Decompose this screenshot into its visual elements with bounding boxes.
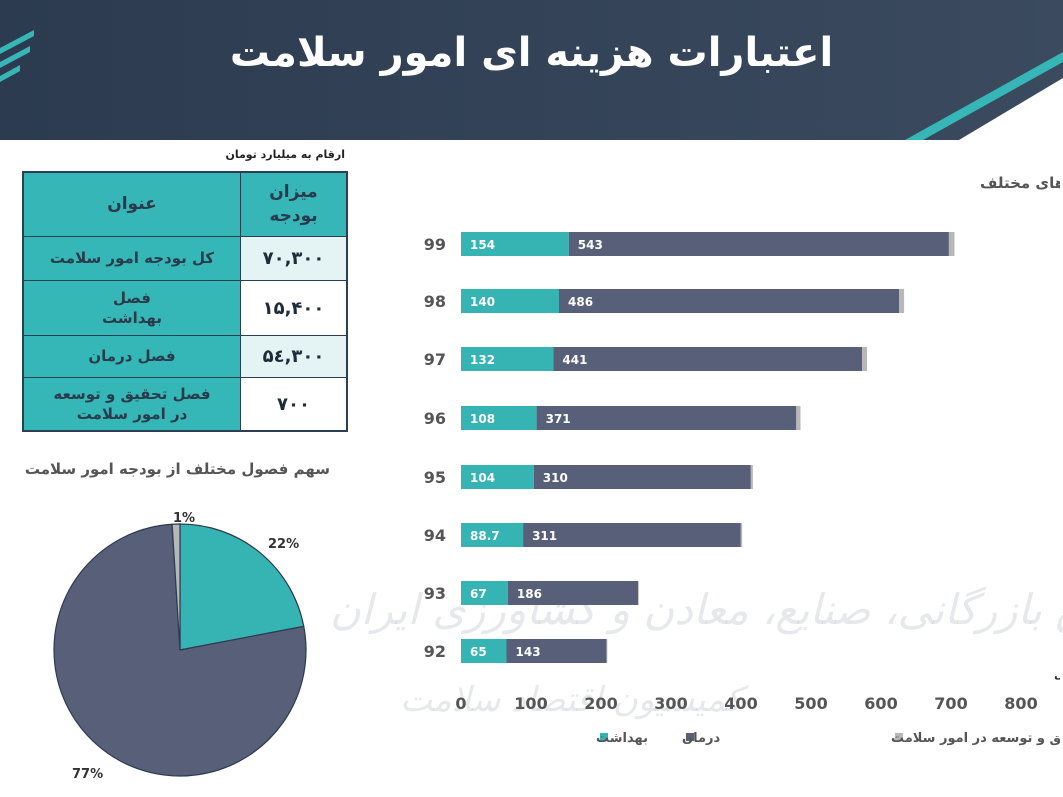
bar-data-label: 311: [532, 529, 557, 543]
table-units-note: ارقام به میلیارد تومان: [225, 148, 345, 161]
bar-data-label: 486: [568, 295, 593, 309]
x-axis-tick-label: 100: [514, 694, 547, 713]
pie-chart: 22% 77% 1%: [53, 511, 307, 782]
row-value: ۱۵,۴۰۰: [240, 281, 346, 335]
bar-segment: [523, 523, 741, 547]
row-title: کل بودجه امور سلامت: [24, 237, 240, 280]
pie-slice-label: 22%: [268, 537, 299, 552]
bar-segment: [461, 465, 534, 489]
bar-segment: [461, 347, 554, 371]
pie-slice: [171, 523, 181, 651]
bar-segment: [533, 465, 751, 489]
bar-data-label: 132: [470, 353, 495, 367]
bar-segment: [461, 232, 569, 256]
y-axis-tick-label: 97: [424, 350, 446, 369]
bar-segment: [461, 523, 524, 547]
table-row: فصل تحقیق و توسعه در امور سلامت ۷۰۰: [24, 378, 346, 430]
left-stripes-decoration: [0, 30, 34, 82]
watermark-chamber-name: اتاق بازرگانی، صنایع، معادن و کشاورزی ای…: [330, 585, 1063, 634]
bar-segment: [461, 581, 508, 605]
bar-segment: [553, 347, 863, 371]
header-banner: اعتبارات هزینه ای امور سلامت: [0, 0, 1063, 140]
bar-segment: [740, 523, 743, 547]
table-row: کل بودجه امور سلامت ۷۰,۳۰۰: [24, 237, 346, 281]
bar-segment: [606, 639, 608, 663]
bar-segment: [536, 406, 797, 430]
y-axis-tick-label: 99: [424, 235, 446, 254]
bar-data-label: 371: [546, 412, 571, 426]
bar-segment: [948, 232, 955, 256]
bar-segment: [507, 581, 639, 605]
bar-segment: [750, 465, 753, 489]
bar-data-label: 104: [470, 471, 495, 485]
row-title: فصل درمان: [24, 336, 240, 377]
x-axis-tick-label: 500: [794, 694, 827, 713]
column-header-title: عنوان: [24, 173, 240, 236]
bar-segment: [899, 289, 905, 313]
y-axis-tick-label: 95: [424, 468, 446, 487]
row-value: ۷۰,۳۰۰: [240, 237, 346, 280]
x-axis-tick-label: 800: [1004, 694, 1037, 713]
bar-data-label: 441: [562, 353, 587, 367]
x-axis-tick-label: 300: [654, 694, 687, 713]
bar-data-label: 108: [470, 412, 495, 426]
table-row: فصل بهداشت ۱۵,۴۰۰: [24, 281, 346, 336]
legend-label: تحقیق و توسعه در امور سلامت: [891, 731, 1060, 746]
pie-slice-label: 1%: [173, 511, 195, 526]
bar-segment: [568, 232, 949, 256]
y-axis-tick-label: 94: [424, 526, 446, 545]
bar-data-label: 65: [470, 645, 487, 659]
legend-swatch: [686, 733, 694, 741]
bar-segment: [461, 289, 559, 313]
stacked-bar-chart: مقایسه سهم فصول مختلف از بودجه امور سلام…: [424, 174, 1060, 746]
y-axis-tick-label: 96: [424, 409, 446, 428]
bar-segment: [559, 289, 900, 313]
y-axis-tick-label: 93: [424, 584, 446, 603]
bar-data-label: 88.7: [470, 529, 500, 543]
row-title: فصل تحقیق و توسعه در امور سلامت: [24, 378, 240, 430]
bar-data-label: 140: [470, 295, 495, 309]
pie-slice-label: 77%: [72, 767, 103, 782]
bar-data-label: 186: [517, 587, 542, 601]
watermark-commission-name: کمیسیون اقتصاد سلامت: [400, 680, 743, 720]
row-value: ۷۰۰: [240, 378, 346, 430]
legend-swatch: [895, 733, 903, 741]
pie-slice: [179, 523, 305, 651]
column-header-value: میزان بودجه: [240, 173, 346, 236]
budget-table: عنوان میزان بودجه کل بودجه امور سلامت ۷۰…: [22, 171, 348, 432]
bar-segment: [796, 406, 801, 430]
pie-chart-title: سهم فصول مختلف از بودجه امور سلامت: [24, 460, 330, 478]
bar-segment: [638, 581, 639, 605]
row-value: ۵٤,۳۰۰: [240, 336, 346, 377]
bar-segment: [506, 639, 607, 663]
legend-label: درمان: [682, 731, 721, 746]
bar-data-label: 67: [470, 587, 487, 601]
column-header-value-line1: میزان: [269, 181, 318, 202]
table-header-row: عنوان میزان بودجه: [24, 173, 346, 237]
right-corner-decoration: [905, 52, 1063, 140]
x-axis-label: ارقام به هزار میلیارد ریال: [1054, 668, 1060, 681]
bar-segment: [461, 406, 537, 430]
table-row: فصل درمان ۵٤,۳۰۰: [24, 336, 346, 378]
bar-data-label: 143: [516, 645, 541, 659]
bar-segment: [461, 639, 507, 663]
bar-chart-title: مقایسه سهم فصول مختلف از بودجه امور سلام…: [980, 174, 1060, 192]
page-title: اعتبارات هزینه ای امور سلامت: [229, 30, 834, 76]
y-axis-tick-label: 92: [424, 642, 446, 661]
bar-segment: [862, 347, 867, 371]
legend-swatch: [600, 733, 608, 741]
bar-data-label: 310: [543, 471, 568, 485]
x-axis-tick-label: 700: [934, 694, 967, 713]
legend-label: بهداشت: [596, 731, 648, 746]
y-axis-tick-label: 98: [424, 292, 446, 311]
bar-data-label: 154: [470, 238, 495, 252]
x-axis-tick-label: 0: [455, 694, 466, 713]
x-axis-tick-label: 400: [724, 694, 757, 713]
column-header-value-line2: بودجه: [269, 205, 318, 226]
row-title: فصل بهداشت: [24, 281, 240, 335]
x-axis-tick-label: 200: [584, 694, 617, 713]
bar-data-label: 543: [578, 238, 603, 252]
pie-slice: [53, 523, 307, 777]
x-axis-tick-label: 600: [864, 694, 897, 713]
